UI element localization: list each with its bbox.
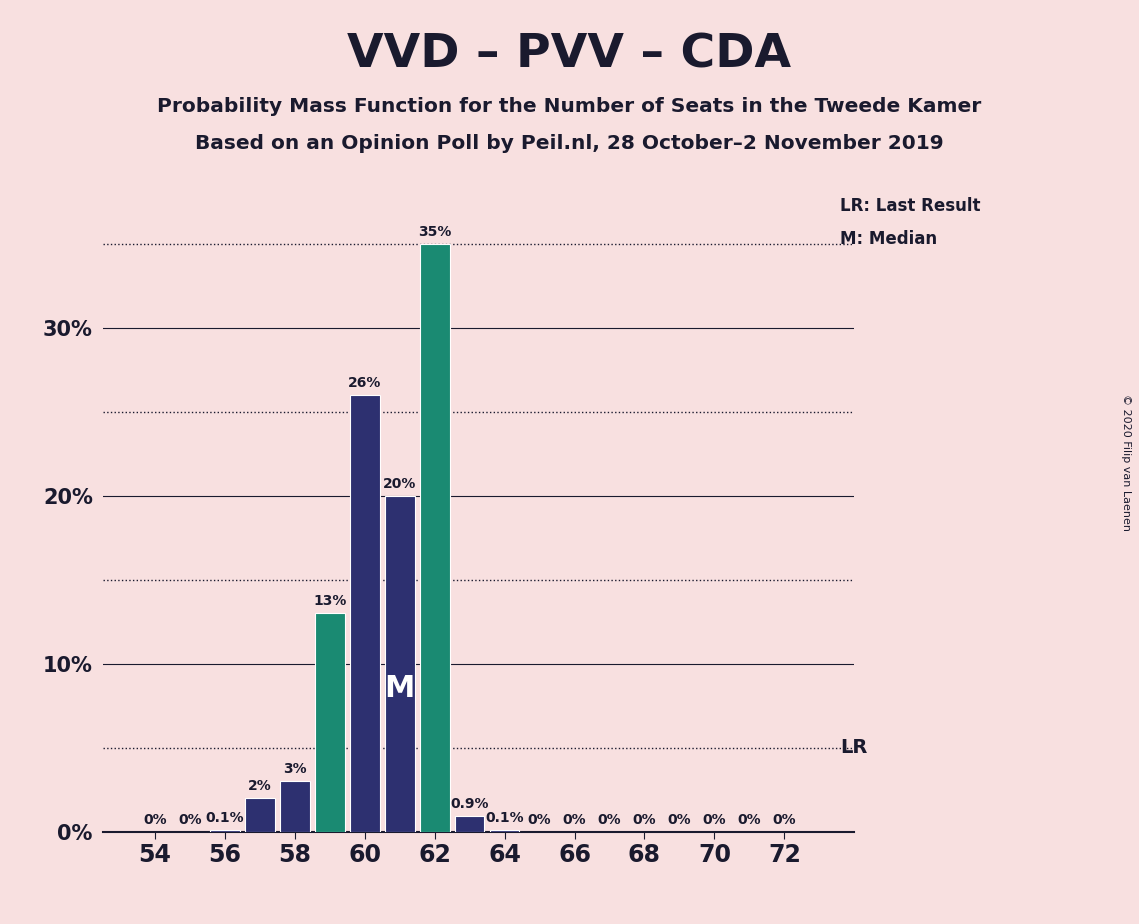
Text: 13%: 13% bbox=[313, 594, 346, 608]
Text: 0%: 0% bbox=[738, 812, 761, 827]
Text: 0.9%: 0.9% bbox=[450, 797, 489, 811]
Text: 0%: 0% bbox=[703, 812, 727, 827]
Text: 20%: 20% bbox=[383, 477, 417, 491]
Text: Based on an Opinion Poll by Peil.nl, 28 October–2 November 2019: Based on an Opinion Poll by Peil.nl, 28 … bbox=[195, 134, 944, 153]
Text: 0%: 0% bbox=[527, 812, 551, 827]
Text: 3%: 3% bbox=[282, 762, 306, 776]
Bar bbox=[490, 830, 519, 832]
Text: 0%: 0% bbox=[598, 812, 621, 827]
Bar bbox=[350, 395, 379, 832]
Text: 0%: 0% bbox=[772, 812, 796, 827]
Text: 0%: 0% bbox=[563, 812, 587, 827]
Text: 35%: 35% bbox=[418, 225, 451, 238]
Text: 0%: 0% bbox=[144, 812, 166, 827]
Text: 0%: 0% bbox=[632, 812, 656, 827]
Text: LR: Last Result: LR: Last Result bbox=[841, 197, 981, 214]
Text: 26%: 26% bbox=[349, 376, 382, 390]
Bar bbox=[314, 614, 345, 832]
Bar bbox=[210, 830, 239, 832]
Bar bbox=[420, 244, 450, 832]
Bar bbox=[385, 495, 415, 832]
Bar bbox=[280, 781, 310, 832]
Text: 2%: 2% bbox=[248, 779, 272, 793]
Text: Probability Mass Function for the Number of Seats in the Tweede Kamer: Probability Mass Function for the Number… bbox=[157, 97, 982, 116]
Bar bbox=[454, 817, 484, 832]
Text: © 2020 Filip van Laenen: © 2020 Filip van Laenen bbox=[1121, 394, 1131, 530]
Text: 0.1%: 0.1% bbox=[205, 811, 244, 825]
Text: M: Median: M: Median bbox=[841, 230, 937, 249]
Text: 0.1%: 0.1% bbox=[485, 811, 524, 825]
Text: VVD – PVV – CDA: VVD – PVV – CDA bbox=[347, 32, 792, 78]
Text: M: M bbox=[385, 675, 415, 703]
Text: 0%: 0% bbox=[667, 812, 691, 827]
Bar bbox=[245, 798, 274, 832]
Text: LR: LR bbox=[841, 738, 868, 757]
Text: 0%: 0% bbox=[178, 812, 202, 827]
